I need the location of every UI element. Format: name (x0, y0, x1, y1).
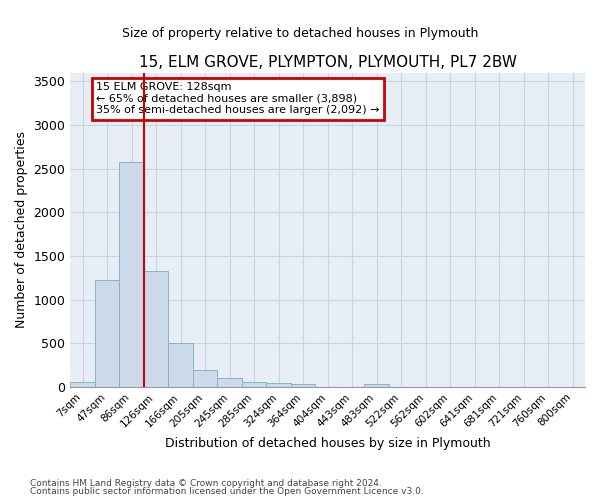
Text: 15 ELM GROVE: 128sqm
← 65% of detached houses are smaller (3,898)
35% of semi-de: 15 ELM GROVE: 128sqm ← 65% of detached h… (96, 82, 380, 115)
Bar (169, 344, 193, 387)
Bar (364, 384, 389, 387)
Text: Size of property relative to detached houses in Plymouth: Size of property relative to detached ho… (122, 28, 478, 40)
Bar (266, 382, 291, 387)
Bar (193, 370, 217, 387)
Bar (242, 382, 266, 387)
Bar (144, 271, 169, 387)
Bar (119, 162, 144, 387)
X-axis label: Distribution of detached houses by size in Plymouth: Distribution of detached houses by size … (165, 437, 490, 450)
Bar (70, 382, 95, 387)
Bar (217, 378, 242, 387)
Bar (95, 280, 119, 387)
Text: Contains public sector information licensed under the Open Government Licence v3: Contains public sector information licen… (30, 487, 424, 496)
Bar (291, 384, 316, 387)
Text: Contains HM Land Registry data © Crown copyright and database right 2024.: Contains HM Land Registry data © Crown c… (30, 478, 382, 488)
Y-axis label: Number of detached properties: Number of detached properties (15, 132, 28, 328)
Title: 15, ELM GROVE, PLYMPTON, PLYMOUTH, PL7 2BW: 15, ELM GROVE, PLYMPTON, PLYMOUTH, PL7 2… (139, 55, 517, 70)
